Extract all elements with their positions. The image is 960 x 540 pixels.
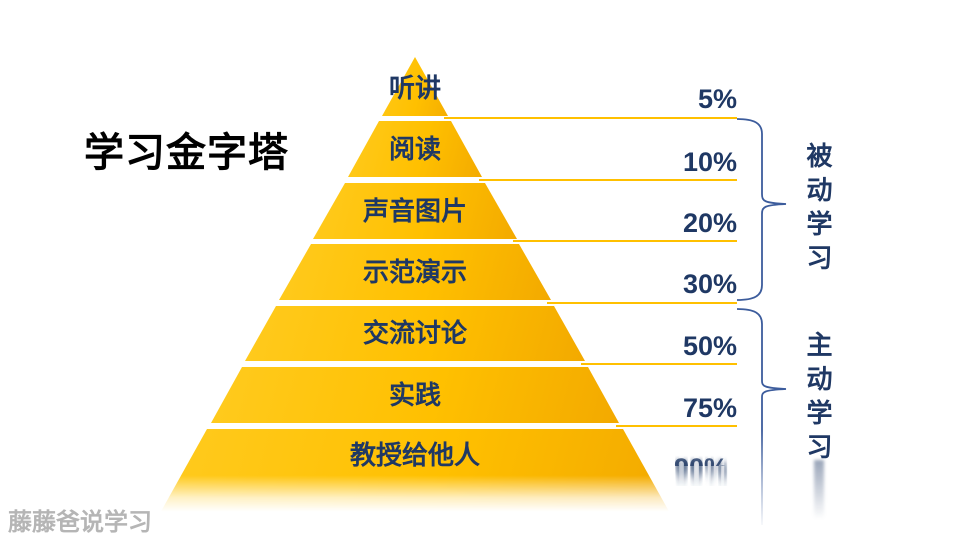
retention-percent: 20%: [682, 208, 737, 238]
page-title: 学习金字塔: [84, 131, 289, 175]
pyramid-level-fading: [159, 429, 671, 515]
retention-percent-faded: 90% 90%: [674, 453, 728, 483]
level-separator-line: [547, 302, 737, 304]
level-separator-line: [581, 363, 737, 365]
watermark: 藤藤爸说学习: [8, 509, 152, 536]
pyramid-level-label: 声音图片: [362, 196, 467, 226]
pyramid-level: [279, 244, 551, 300]
retention-percent: 10%: [682, 147, 737, 177]
pyramid-level-label: 教授给他人: [349, 440, 480, 470]
retention-percent: 30%: [682, 269, 737, 299]
level-separator-line: [616, 425, 737, 427]
motion-streak: [814, 460, 824, 526]
group-label-passive: 被动学习: [803, 142, 833, 278]
pyramid-level: [211, 367, 619, 423]
retention-percent: 50%: [682, 331, 737, 361]
pyramid-level-label: 实践: [388, 380, 441, 410]
retention-percent: 5%: [697, 84, 737, 114]
group-label-active: 主动学习: [803, 331, 833, 467]
retention-percent-blur-text: 90%: [674, 453, 728, 483]
level-separator-line: [513, 240, 737, 242]
level-separator-line: [479, 179, 737, 181]
pyramid-level: [245, 306, 585, 361]
group-braces: [736, 118, 787, 525]
pyramid-level: [313, 183, 517, 239]
pyramid-level-label: 交流讨论: [362, 318, 467, 348]
retention-percent: 75%: [682, 393, 737, 423]
level-separator-line: [444, 117, 737, 119]
curly-brace-active-icon: [736, 308, 787, 525]
pyramid-level-label: 听讲: [388, 73, 441, 103]
pyramid-level-label: 示范演示: [362, 257, 467, 287]
pyramid-level-label: 阅读: [388, 134, 441, 164]
curly-brace-passive-icon: [736, 118, 787, 301]
retention-percent-crisp-top: 90%: [674, 453, 728, 483]
